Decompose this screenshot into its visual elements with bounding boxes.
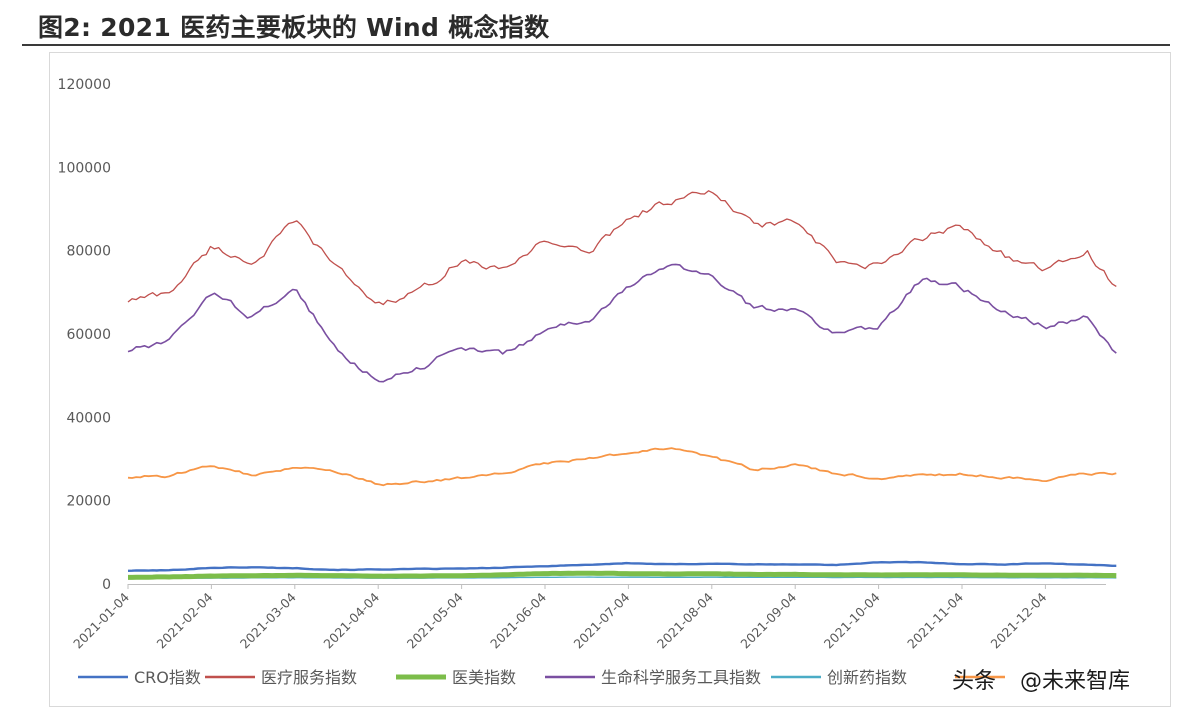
x-tick-label: 2021-09-04 [737,589,799,651]
legend: CRO指数 医疗服务指数 医美指数 生命科学服务工具指数 创新药指数 [78,668,1005,687]
legend-label: CRO指数 [134,668,201,687]
series-line-4 [127,263,1117,383]
watermark-handle: @未来智库 [1020,669,1130,694]
x-tick-label: 2021-06-04 [487,589,549,651]
series-line-2 [127,190,1117,306]
watermark: 头条 @未来智库 [952,669,1130,694]
y-tick-label: 120000 [58,77,111,93]
x-tick-label: 2021-05-04 [404,589,466,651]
y-tick-label: 100000 [58,160,111,176]
y-tick-label: 0 [102,577,111,593]
chart-frame [49,52,1171,707]
title-divider [22,44,1170,46]
chart-title: 图2: 2021 医药主要板块的 Wind 概念指数 [38,13,550,42]
y-tick-label: 20000 [66,494,111,510]
x-tick-label: 2021-01-04 [70,589,132,651]
legend-label: 医疗服务指数 [261,668,357,687]
y-tick-label: 60000 [66,327,111,343]
y-axis: 0 20000 40000 60000 80000 100000 120000 [58,77,111,593]
legend-label: 医美指数 [452,668,516,687]
series-line-3 [128,570,1117,580]
y-tick-label: 40000 [66,410,111,426]
x-tick-label: 2021-04-04 [320,589,382,651]
watermark-platform: 头条 [952,669,996,694]
x-tick-label: 2021-07-04 [571,589,633,651]
series-line-6 [127,447,1117,487]
x-tick-label: 2021-03-04 [237,589,299,651]
x-tick-label: 2021-08-04 [654,589,716,651]
x-tick-label: 2021-10-04 [821,589,883,651]
x-axis: 2021-01-04 2021-02-04 2021-03-04 2021-04-04… [70,584,1106,651]
series-line-1 [127,560,1117,572]
legend-label: 生命科学服务工具指数 [601,668,761,687]
x-tick-label: 2021-11-04 [904,589,966,651]
y-tick-label: 80000 [66,244,111,260]
legend-label: 创新药指数 [827,668,907,687]
x-tick-label: 2021-02-04 [154,589,216,651]
series-group [127,190,1117,580]
x-tick-label: 2021-12-04 [988,589,1050,651]
